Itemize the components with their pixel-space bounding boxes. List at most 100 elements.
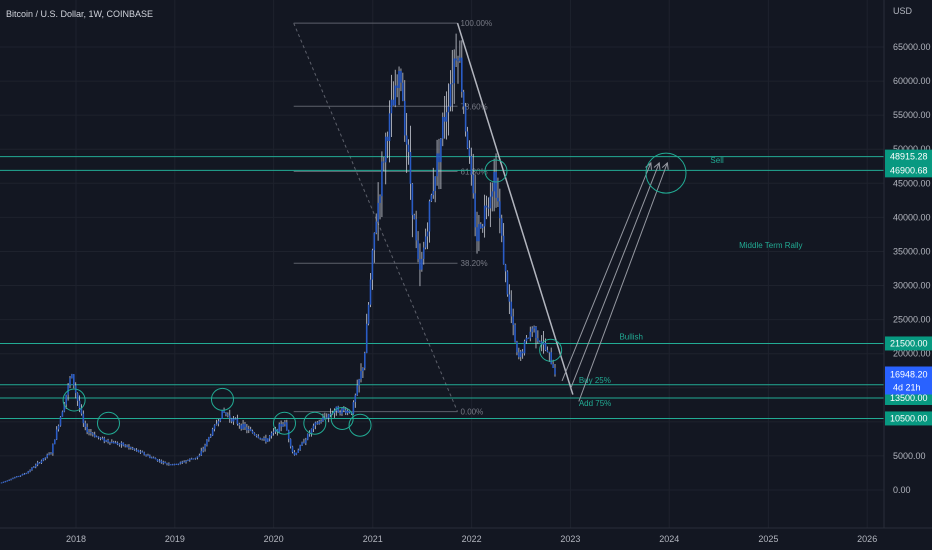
- candle-body: [156, 459, 159, 462]
- candle-body: [92, 433, 94, 435]
- highlight-circle[interactable]: [272, 411, 296, 435]
- fibonacci-retracement[interactable]: 100.00% 78.60% 61.80% 38.20% 0.00%: [293, 19, 492, 417]
- candle-body: [495, 171, 497, 198]
- candle-body: [122, 442, 125, 446]
- candle-body: [59, 416, 62, 426]
- candle-body: [80, 408, 83, 414]
- fib-level-label: 61.80%: [461, 168, 488, 177]
- candle-body: [40, 460, 43, 463]
- candle-body: [375, 221, 378, 233]
- candle-body: [417, 240, 419, 260]
- candle-body: [535, 326, 537, 339]
- candle-body: [213, 425, 216, 430]
- level-price-label: 21500.00: [890, 338, 928, 348]
- horizontal-levels[interactable]: [0, 156, 884, 419]
- candle-body: [179, 462, 182, 464]
- candle-body: [263, 437, 265, 439]
- annotation-text[interactable]: Add 75%: [579, 399, 611, 408]
- time-axis-panel[interactable]: [0, 528, 932, 550]
- candle-body: [88, 432, 90, 434]
- price-axis-panel[interactable]: [884, 0, 932, 528]
- candle-body: [128, 446, 130, 448]
- highlight-circle[interactable]: [303, 411, 327, 435]
- candle-body: [407, 144, 410, 153]
- candle-body: [286, 422, 288, 431]
- candle-body: [497, 197, 499, 202]
- candle-body: [114, 442, 117, 444]
- highlight-circle[interactable]: [645, 152, 687, 194]
- candle-body: [341, 408, 343, 414]
- candle-body: [242, 423, 244, 429]
- candle-body: [409, 152, 412, 184]
- downtrend-line[interactable]: [456, 22, 574, 395]
- candle-body: [228, 415, 231, 419]
- price-tick-label: 30000.00: [893, 281, 931, 291]
- annotation-text[interactable]: Buy 25%: [579, 376, 611, 385]
- candle-body: [504, 264, 507, 272]
- candle-body: [200, 450, 203, 456]
- time-tick-label: 2018: [66, 534, 86, 544]
- candle-body: [230, 418, 233, 422]
- candle-body: [2, 481, 5, 483]
- candle-body: [21, 474, 24, 476]
- fib-level-label: 38.20%: [461, 259, 488, 268]
- candle-body: [78, 400, 81, 409]
- candle-body: [240, 425, 242, 429]
- candle-body: [135, 449, 138, 451]
- candle-body: [67, 385, 69, 395]
- arrow-head: [653, 161, 661, 170]
- candle-body: [413, 215, 416, 220]
- candle-body: [105, 440, 107, 442]
- candle-body: [344, 410, 347, 414]
- candle-body: [383, 161, 385, 163]
- candle-body: [314, 422, 317, 426]
- time-axis[interactable]: 2018 2019 2020 2021 2022 2023 2024 2025 2026: [66, 534, 877, 544]
- highlight-circle[interactable]: [330, 406, 354, 430]
- candle-body: [36, 462, 39, 465]
- highlight-circle[interactable]: [62, 388, 86, 412]
- candle-body: [189, 458, 191, 461]
- candle-body: [187, 460, 189, 462]
- candle-body: [400, 70, 402, 83]
- candle-body: [402, 82, 404, 101]
- current-price-label: 16948.20: [890, 369, 928, 379]
- candle-body: [462, 91, 465, 107]
- candle-body: [472, 174, 475, 194]
- candle-body: [329, 413, 332, 415]
- candle-body: [322, 417, 324, 422]
- candle-body: [71, 374, 73, 379]
- annotations[interactable]: Sell Middle Term Rally Bullish Buy 25% Add 7…: [579, 156, 803, 408]
- candle-body: [333, 410, 336, 414]
- candle-body: [175, 463, 178, 465]
- highlight-circle[interactable]: [484, 159, 508, 183]
- level-price-tag: [885, 149, 932, 164]
- candle-body: [367, 304, 370, 324]
- highlight-circle[interactable]: [348, 413, 372, 437]
- annotation-text[interactable]: Bullish: [619, 332, 643, 341]
- candle-body: [519, 351, 522, 358]
- annotation-text[interactable]: Middle Term Rally: [739, 241, 802, 250]
- highlight-circle[interactable]: [210, 387, 234, 411]
- candle-body: [223, 409, 225, 413]
- candle-body: [445, 112, 448, 122]
- candle-body: [215, 423, 218, 426]
- candle-body: [411, 183, 414, 216]
- projection-arrow-line[interactable]: [578, 162, 668, 402]
- candle-body: [101, 438, 104, 440]
- time-tick-label: 2021: [363, 534, 383, 544]
- candle-body: [25, 473, 28, 475]
- projection-arrow-line[interactable]: [561, 162, 652, 382]
- candle-body: [354, 395, 357, 403]
- candle-body: [453, 58, 455, 84]
- annotation-text[interactable]: Sell: [710, 156, 724, 165]
- candle-body: [116, 442, 119, 445]
- highlight-circle[interactable]: [96, 411, 120, 435]
- candle-body: [455, 58, 457, 61]
- highlight-circle[interactable]: [539, 338, 563, 362]
- drawings[interactable]: [62, 22, 687, 437]
- projection-arrow-line[interactable]: [569, 162, 660, 390]
- candle-body: [390, 99, 393, 114]
- candle-body: [364, 353, 366, 369]
